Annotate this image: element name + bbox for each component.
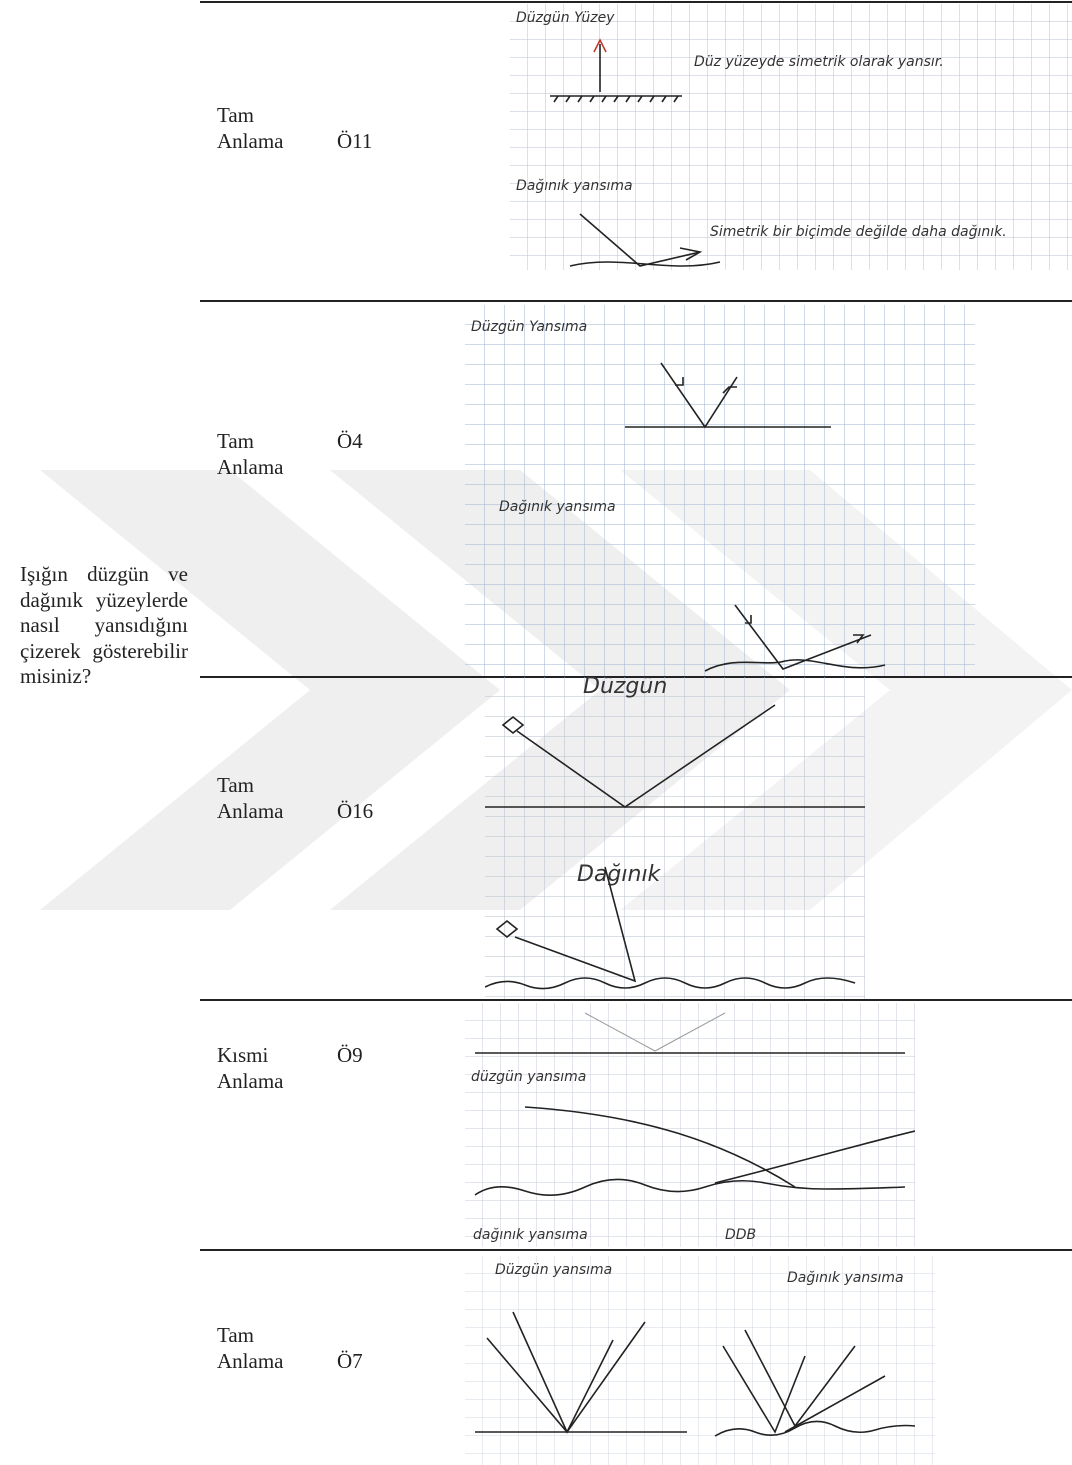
row-rule — [200, 300, 1072, 302]
drawing-label: Düzgün Yansıma — [471, 319, 587, 335]
row-rule — [200, 1249, 1072, 1251]
drawing-label: Dağınık yansıma — [787, 1270, 904, 1286]
drawing-label: Dağınık — [577, 862, 662, 887]
drawing-label: Düzgün Yüzey — [516, 10, 615, 26]
student: Ö16 — [337, 798, 373, 824]
drawing-label: düzgün yansıma — [471, 1069, 586, 1085]
level: Tam Anlama — [217, 772, 317, 824]
level: Tam Anlama — [217, 102, 317, 154]
level: Tam Anlama — [217, 428, 317, 480]
student: Ö4 — [337, 428, 363, 454]
row-rule — [200, 1, 1072, 3]
student: Ö9 — [337, 1042, 363, 1068]
drawing-label: dağınık yansıma — [473, 1227, 588, 1243]
student-drawing: Düzgün Yansıma Dağınık yansıma — [465, 305, 975, 676]
drawing-label: Düz yüzeyde simetrik olarak yansır. — [694, 54, 944, 70]
row-rule — [200, 999, 1072, 1001]
level: Kısmi Anlama — [217, 1042, 317, 1094]
drawing-label: Dağınık yansıma — [516, 178, 633, 194]
drawing-label: Dağınık yansıma — [499, 499, 616, 515]
student-drawing: Düzgün yansıma Dağınık yansıma — [465, 1256, 935, 1465]
drawing-label: Düzgün — [583, 677, 667, 699]
student-drawing: Düzgün Yüzey Düz yüzeyde simetrik olarak… — [510, 4, 1072, 270]
page: {"question": "Işığın düzgün ve dağınık y… — [0, 0, 1072, 1465]
level: Tam Anlama — [217, 1322, 317, 1374]
drawing-label: DDB — [725, 1227, 756, 1243]
drawing-label: Düzgün yansıma — [495, 1262, 612, 1278]
student: Ö7 — [337, 1348, 363, 1374]
question: Işığın düzgün ve dağınık yüzeylerde nası… — [20, 562, 188, 690]
student-drawing: düzgün yansıma dağınık yansıma DDB — [465, 1003, 915, 1247]
student-drawing: Düzgün Dağınık — [485, 677, 865, 999]
student: Ö11 — [337, 128, 372, 154]
drawing-label: Simetrik bir biçimde değilde daha dağını… — [710, 224, 1007, 240]
